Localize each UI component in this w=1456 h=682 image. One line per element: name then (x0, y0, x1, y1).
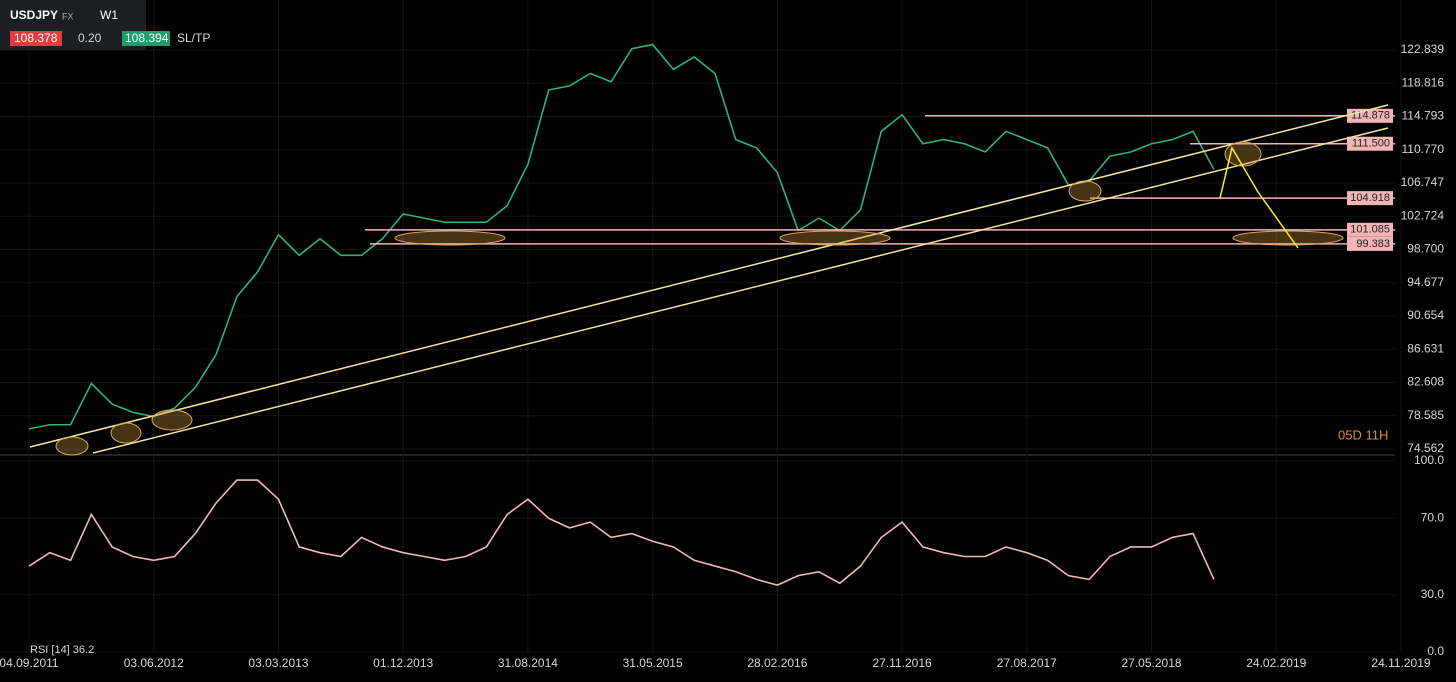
ellipse (1232, 230, 1344, 246)
y-tick-label: 94.677 (1407, 275, 1444, 289)
ellipse (110, 422, 142, 444)
ellipse (55, 436, 89, 456)
trend-line (29, 104, 1389, 448)
market: FX (62, 11, 74, 21)
toolbar: USDJPY FX W1 108.378 0.20 108.394 SL/TP (0, 0, 210, 50)
y-tick-label: 90.654 (1407, 308, 1444, 322)
x-tick-label: 31.05.2015 (623, 656, 683, 670)
x-tick-label: 28.02.2016 (747, 656, 807, 670)
level-label: 99.383 (1356, 238, 1390, 250)
y-tick-label: 30.0 (1421, 587, 1445, 601)
y-tick-label: 122.839 (1401, 42, 1445, 56)
x-tick-label: 03.03.2013 (248, 656, 308, 670)
bid-box[interactable] (10, 31, 62, 46)
y-tick-label: 114.793 (1402, 109, 1445, 123)
y-tick-label: 78.585 (1407, 408, 1444, 422)
level-label: 111.500 (1352, 138, 1390, 150)
y-tick-label: 100.0 (1414, 453, 1444, 467)
series-line (28, 43, 1215, 430)
x-tick-label: 24.11.2019 (1371, 656, 1430, 670)
indicator-label: RSI [14] 36.2 (30, 644, 94, 656)
level-label: 104.918 (1350, 192, 1390, 204)
x-tick-label: 27.11.2016 (873, 656, 932, 670)
level-label: 114.878 (1351, 110, 1390, 122)
x-tick-label: 24.02.2019 (1246, 656, 1306, 670)
y-tick-label: 106.747 (1401, 175, 1445, 189)
x-tick-label: 04.09.2011 (0, 656, 59, 670)
ask: 108.394 (125, 31, 169, 45)
sltp[interactable]: SL/TP (177, 31, 210, 45)
ellipse (151, 409, 193, 431)
level-label-box (1347, 236, 1393, 251)
ellipse (394, 230, 506, 246)
ask-box[interactable] (122, 31, 170, 46)
trend-line (92, 127, 1389, 454)
x-tick-label: 31.08.2014 (498, 656, 558, 670)
spread: 0.20 (78, 31, 102, 45)
y-tick-label: 0.0 (1427, 644, 1444, 658)
drawings (29, 104, 1389, 456)
ellipse (1068, 180, 1102, 202)
series-line (28, 479, 1215, 586)
bid: 108.378 (14, 31, 58, 45)
x-tick-label: 01.12.2013 (373, 656, 433, 670)
countdown: 05D 11H (1338, 427, 1388, 442)
x-tick-label: 03.06.2012 (124, 656, 184, 670)
projection-arrow (1219, 146, 1299, 249)
y-tick-label: 82.608 (1407, 375, 1444, 389)
level-label-box (1347, 191, 1393, 206)
symbol[interactable]: USDJPY (10, 8, 58, 22)
y-tick-label: 110.770 (1402, 142, 1445, 156)
timeframe[interactable]: W1 (100, 8, 118, 22)
level-label-box (1347, 136, 1393, 151)
y-tick-label: 70.0 (1421, 510, 1445, 524)
level-label-box (1347, 222, 1393, 237)
y-tick-label: 102.724 (1401, 208, 1445, 222)
level-label: 101.085 (1350, 224, 1390, 236)
y-tick-label: 86.631 (1407, 341, 1444, 355)
y-tick-label: 74.562 (1407, 441, 1444, 455)
y-tick-label: 118.816 (1402, 75, 1445, 89)
y-tick-label: 98.700 (1407, 242, 1444, 256)
x-tick-label: 27.08.2017 (997, 656, 1057, 670)
ellipse (779, 230, 891, 246)
x-tick-label: 27.05.2018 (1122, 656, 1182, 670)
